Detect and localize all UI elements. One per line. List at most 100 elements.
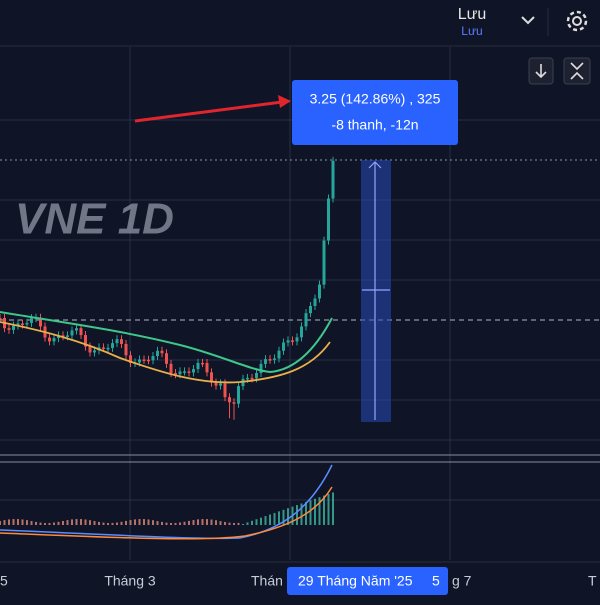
candle-body [21, 323, 24, 325]
x-tick-label: Thán [251, 573, 283, 589]
histogram-bar [26, 520, 28, 525]
candle-body [169, 363, 173, 374]
histogram-bar [206, 519, 208, 525]
collapse-button[interactable] [563, 57, 591, 85]
candle-body [156, 350, 159, 357]
histogram-bar [210, 519, 213, 525]
candle-body [129, 355, 132, 364]
histogram-bar [287, 508, 289, 525]
histogram-bar [201, 519, 204, 525]
measure-tooltip [292, 80, 458, 145]
x-tick-label: Tháng 3 [104, 573, 156, 589]
x-tick-label: 5 [0, 573, 8, 589]
histogram-bar [327, 494, 330, 525]
candle-body [313, 298, 317, 306]
gear-center [572, 16, 582, 26]
candle-body [142, 359, 146, 361]
histogram-bar [219, 521, 222, 525]
candle-body [39, 317, 42, 327]
histogram-bar [273, 512, 276, 525]
histogram-bar [35, 521, 37, 525]
histogram-bar [129, 520, 132, 525]
candle-body [106, 347, 110, 350]
candle-body [75, 328, 78, 331]
histogram-bar [62, 520, 64, 525]
watermark: VNE 1D [15, 195, 174, 244]
settings-icon[interactable] [566, 10, 588, 32]
cursor-date: 29 Tháng Năm '25 [298, 573, 413, 589]
histogram-bar [318, 497, 321, 525]
candle-body [48, 337, 51, 342]
measure-range [361, 160, 391, 422]
candle-body [246, 377, 249, 380]
save-sublabel: Lưu [461, 24, 482, 38]
histogram-bar [30, 521, 33, 525]
cursor-extra: 5 [432, 573, 440, 589]
histogram-bar [134, 519, 136, 525]
candle-body [147, 359, 150, 362]
candle-body [286, 340, 290, 343]
histogram-bar [323, 495, 325, 525]
candle-body [178, 371, 182, 375]
candle-body [201, 362, 204, 365]
arrow-down-icon [535, 64, 547, 79]
histogram-bar [120, 521, 123, 525]
histogram-bar [75, 519, 78, 525]
histogram-bar [116, 522, 118, 525]
candle-body [223, 383, 227, 398]
gear-teeth [566, 10, 588, 32]
histogram-bar [242, 523, 244, 525]
candle-body [277, 350, 281, 359]
histogram-bar [260, 517, 262, 525]
histogram-bar [282, 509, 285, 525]
histogram-bar [53, 522, 55, 525]
histogram-bar [296, 505, 298, 525]
macd-line [0, 464, 333, 540]
histogram-bar [309, 500, 312, 525]
histogram-bar [224, 521, 226, 525]
histogram-bar [8, 519, 10, 525]
histogram-bar [0, 521, 1, 525]
histogram-bar [147, 519, 150, 525]
histogram-bar [12, 519, 15, 525]
collapse-icon [570, 62, 584, 80]
histogram-bar [188, 520, 190, 525]
candle-body [309, 305, 312, 314]
save-button[interactable]: Lưu Lưu [458, 6, 487, 38]
candle-body [205, 363, 209, 373]
candle-body [0, 318, 2, 320]
candle-body [124, 343, 128, 356]
x-tick-label: T [588, 573, 597, 589]
candle-body [93, 350, 96, 353]
candle-body [327, 198, 330, 241]
candle-body [331, 160, 335, 199]
candle-body [291, 340, 294, 342]
histogram-bar [66, 520, 69, 525]
candles [0, 156, 335, 420]
histogram-bar [255, 519, 258, 525]
histogram-bar [300, 503, 303, 525]
candle-body [196, 362, 200, 370]
histogram-bar [80, 519, 82, 525]
dropdown-icon[interactable] [521, 16, 535, 25]
histogram-bar [192, 520, 195, 525]
histogram-bar [174, 522, 177, 525]
candle-body [255, 373, 258, 379]
histogram-bar [228, 522, 231, 525]
candle-body [304, 313, 308, 327]
annotation-arrowhead [278, 95, 291, 108]
candle-body [12, 325, 15, 330]
candle-body [322, 240, 326, 285]
candle-body [282, 342, 285, 351]
histogram-bar [332, 492, 334, 525]
histogram-bar [39, 522, 42, 525]
histogram-bar [215, 520, 217, 525]
histogram-bar [138, 519, 141, 525]
candle-body [268, 359, 272, 361]
annotation-arrow [134, 100, 283, 123]
candle-body [151, 356, 155, 361]
candle-body [70, 330, 74, 336]
histogram-bar [246, 522, 249, 525]
candle-body [16, 323, 20, 326]
histogram-bar [165, 522, 168, 525]
